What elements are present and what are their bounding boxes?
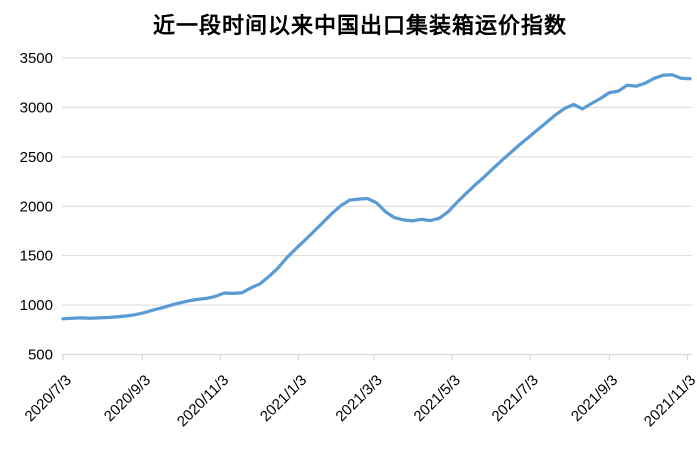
x-axis-tick-label: 2020/11/3: [174, 372, 232, 430]
x-axis-tick-label: 2021/7/3: [489, 372, 542, 425]
y-axis-tick-label: 500: [28, 347, 53, 364]
x-axis-tick-label: 2021/11/3: [641, 372, 697, 430]
freight-index-line: [61, 73, 692, 321]
y-axis-tick-label: 3000: [20, 99, 53, 116]
x-axis-tick-label: 2021/3/3: [332, 372, 385, 425]
y-axis-tick-label: 1500: [20, 248, 53, 265]
y-axis-tick-label: 2500: [20, 149, 53, 166]
y-axis-tick-label: 3500: [20, 50, 53, 67]
x-axis-tick-label: 2021/1/3: [257, 372, 310, 425]
y-axis-tick-label: 2000: [20, 198, 53, 215]
x-axis-tick-label: 2021/5/3: [411, 372, 464, 425]
x-axis-tick-label: 2020/9/3: [101, 372, 154, 425]
x-axis-tick-label: 2020/7/3: [22, 372, 75, 425]
chart-title: 近一段时间以来中国出口集装箱运价指数: [152, 13, 567, 38]
x-axis-tick-label: 2021/9/3: [568, 372, 621, 425]
y-axis-tick-label: 1000: [20, 297, 53, 314]
